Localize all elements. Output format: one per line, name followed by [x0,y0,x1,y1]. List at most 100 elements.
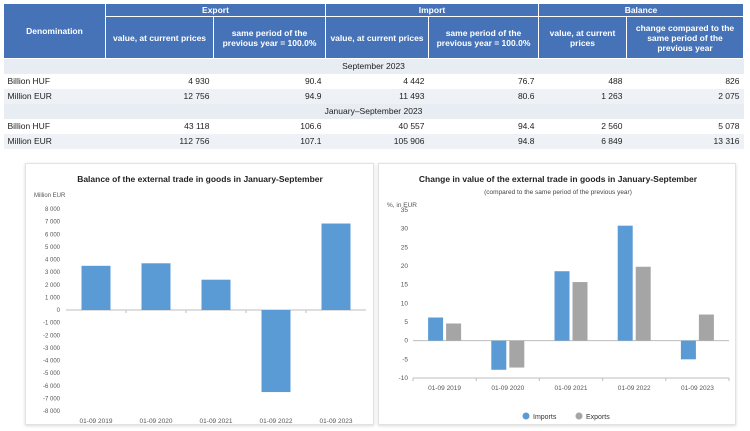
x-tick-label: 01-09 2022 [260,418,293,425]
subheader-balance-value: value, at current prices [538,16,627,59]
table-cell: 1 263 [538,88,627,104]
y-tick-label: 6 000 [45,232,61,238]
y-tick-label: -4 000 [43,359,61,365]
y-axis-label: %, in EUR [387,202,417,209]
y-tick-label: -5 000 [43,371,61,377]
header-import: Import [325,3,539,17]
table-cell: 4 442 [325,73,429,89]
y-tick-label: 5 000 [45,245,61,251]
table-cell: 2 560 [538,118,627,134]
bar-exports [698,314,714,341]
x-tick-label: 01-09 2021 [555,385,588,392]
x-tick-label: 01-09 2022 [618,385,651,392]
x-tick-label: 01-09 2023 [320,418,353,425]
table-cell: 4 930 [105,73,214,89]
bar-imports [554,271,570,341]
chart-subtitle: (compared to the same period of the prev… [484,189,632,196]
change-chart: Change in value of the external trade in… [387,174,730,421]
balance-chart: Balance of the external trade in goods i… [34,174,366,425]
bar-imports [680,340,696,360]
chart-title: Balance of the external trade in goods i… [77,174,323,184]
change-chart-panel: Change in value of the external trade in… [378,163,736,425]
table-row: Billion HUF 43 118 106.6 40 557 94.4 2 5… [3,118,744,134]
x-tick-label: 01-09 2021 [200,418,233,425]
table-cell: 2 075 [626,88,744,104]
x-tick-label: 01-09 2019 [428,385,461,392]
y-axis-label: Million EUR [34,193,66,199]
subheader-export-value: value, at current prices [105,16,214,59]
trade-table: Denomination Export Import Balance value… [3,3,744,149]
table-cell: 94.4 [428,118,539,134]
y-tick-label: 35 [401,207,409,214]
y-tick-label: 3 000 [45,270,61,276]
table-cell: 106.6 [213,118,326,134]
table-cell: 80.6 [428,88,539,104]
x-tick-label: 01-09 2023 [681,385,714,392]
y-tick-label: 8 000 [45,207,61,213]
table-row: Billion HUF 4 930 90.4 4 442 76.7 488 82… [3,73,744,89]
y-tick-label: 4 000 [45,258,61,264]
row-label: Million EUR [3,133,106,149]
y-tick-label: -1 000 [43,321,61,327]
y-tick-label: 1 000 [45,295,61,301]
table-cell: 43 118 [105,118,214,134]
table-cell: 13 316 [626,133,744,149]
row-label: Billion HUF [3,73,106,89]
y-tick-label: 2 000 [45,283,61,289]
bar [321,223,351,310]
chart-legend: Imports Exports [522,412,610,421]
table-cell: 826 [626,73,744,89]
table-cell: 94.9 [213,88,326,104]
table-cell: 112 756 [105,133,214,149]
bar-imports [428,317,444,341]
table-row: Million EUR 112 756 107.1 105 906 94.8 6… [3,133,744,149]
bar-imports [491,340,507,370]
y-tick-label: 30 [401,226,409,233]
x-tick-label: 01-09 2019 [80,418,113,425]
table-cell: 40 557 [325,118,429,134]
table-cell: 12 756 [105,88,214,104]
period-label: September 2023 [3,58,744,74]
row-label: Billion HUF [3,118,106,134]
y-tick-label: -7 000 [43,396,61,402]
y-tick-label: 0 [57,308,61,314]
table-cell: 105 906 [325,133,429,149]
y-tick-label: 5 [404,319,408,326]
table-cell: 107.1 [213,133,326,149]
y-tick-label: 7 000 [45,220,61,226]
bar [201,279,231,310]
y-tick-label: 25 [401,244,409,251]
row-label: Million EUR [3,88,106,104]
y-tick-label: 20 [401,263,409,270]
bar [141,263,171,310]
bar-imports [617,225,633,341]
legend-label-exports: Exports [586,414,610,421]
y-tick-label: -10 [399,375,409,382]
bar-exports [572,282,588,341]
y-tick-label: -8 000 [43,409,61,415]
y-tick-label: -2 000 [43,333,61,339]
legend-swatch-imports [522,412,530,420]
table-cell: 5 078 [626,118,744,134]
balance-chart-panel: Balance of the external trade in goods i… [25,163,374,425]
period-label: January–September 2023 [3,103,744,119]
table-cell: 488 [538,73,627,89]
table-cell: 90.4 [213,73,326,89]
table-row: Million EUR 12 756 94.9 11 493 80.6 1 26… [3,88,744,104]
x-tick-label: 01-09 2020 [140,418,173,425]
y-tick-label: -5 [402,356,408,363]
header-balance: Balance [538,3,744,17]
subheader-import-value: value, at current prices [325,16,429,59]
subheader-export-same: same period of the previous year = 100.0… [213,16,326,59]
y-tick-label: 0 [404,338,408,345]
bar-exports [446,323,462,341]
table-cell: 6 849 [538,133,627,149]
y-tick-label: 15 [401,282,409,289]
table-cell: 94.8 [428,133,539,149]
table-cell: 11 493 [325,88,429,104]
table-cell: 76.7 [428,73,539,89]
bar-exports [509,340,525,368]
x-tick-label: 01-09 2020 [491,385,524,392]
y-tick-label: -3 000 [43,346,61,352]
subheader-import-same: same period of the previous year = 100.0… [428,16,539,59]
